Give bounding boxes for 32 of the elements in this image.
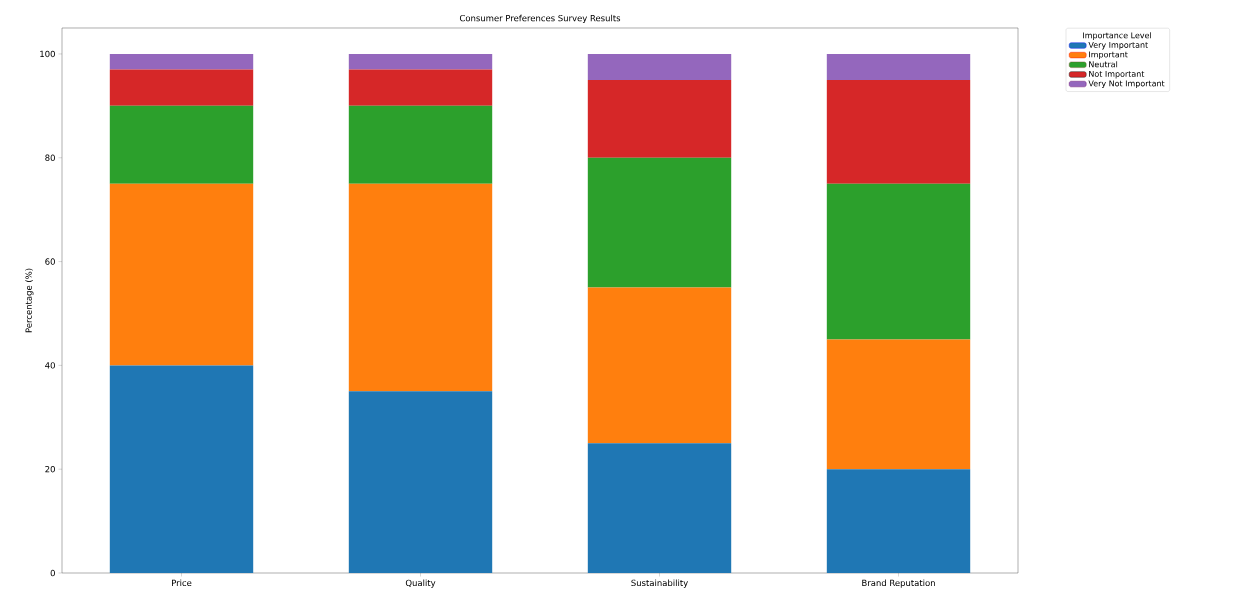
- bar: [348, 53, 493, 70]
- y-tick-label: 100: [40, 50, 55, 58]
- bar: [826, 469, 971, 573]
- chart-title: Consumer Preferences Survey Results: [459, 14, 621, 23]
- bar: [109, 53, 254, 70]
- bar: [826, 183, 971, 340]
- x-tick-label: Quality: [405, 579, 436, 588]
- x-tick-label: Sustainability: [631, 579, 688, 588]
- x-tick-label: Price: [172, 579, 192, 587]
- y-tick-label: 0: [50, 569, 55, 577]
- y-tick-label: 80: [45, 154, 55, 161]
- y-axis-title: Percentage (%): [25, 268, 34, 333]
- bar: [109, 183, 254, 366]
- bar: [109, 69, 254, 106]
- bar: [587, 443, 732, 573]
- bar: [826, 339, 971, 470]
- bar: [348, 105, 493, 184]
- y-tick-label: 20: [45, 465, 55, 473]
- bar: [109, 105, 254, 184]
- bar: [348, 183, 493, 392]
- bar: [826, 79, 971, 184]
- y-tick-label: 40: [45, 362, 55, 369]
- bar: [109, 365, 254, 573]
- x-tick-label: Brand Reputation: [862, 579, 935, 588]
- bar: [587, 287, 732, 444]
- y-tick-label: 60: [45, 258, 55, 265]
- bar: [587, 79, 732, 158]
- bar: [587, 53, 732, 80]
- bar: [348, 69, 493, 106]
- bar: [587, 157, 732, 288]
- bar: [826, 53, 971, 80]
- bar: [348, 391, 493, 573]
